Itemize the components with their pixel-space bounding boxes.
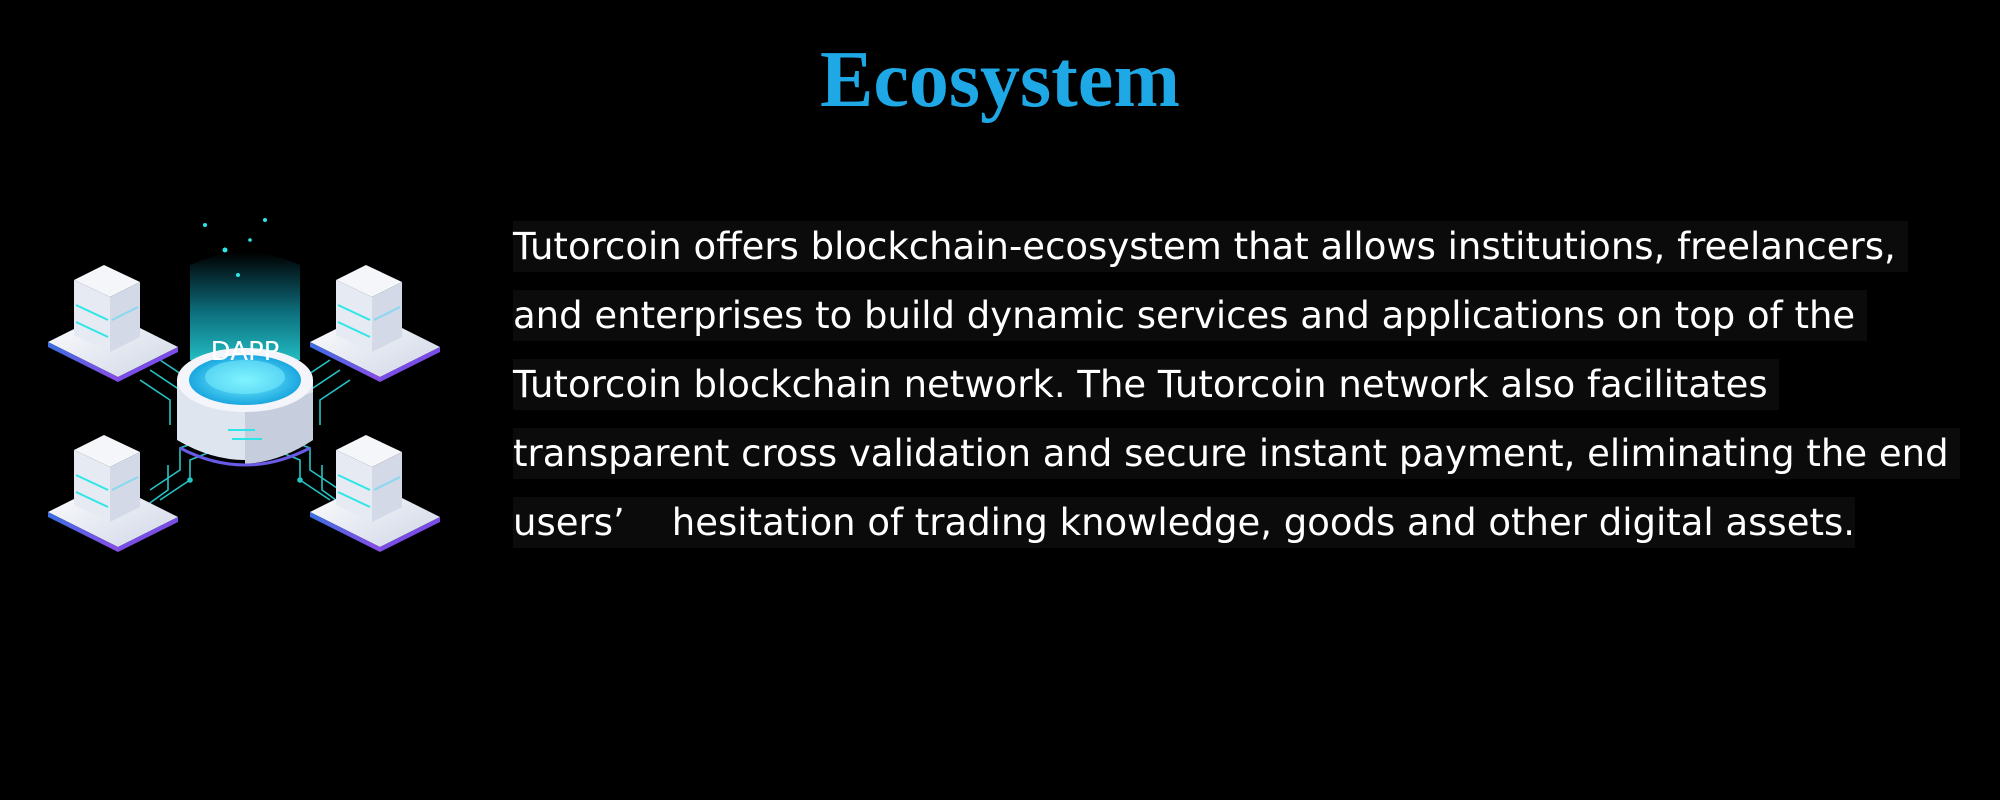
ecosystem-description-text: Tutorcoin offers blockchain-ecosystem th…	[513, 221, 1961, 548]
dapp-label: DAPP	[211, 337, 280, 367]
page-title: Ecosystem	[820, 36, 1180, 124]
server-node-top-left	[48, 265, 178, 382]
server-node-bottom-left	[48, 435, 178, 552]
dapp-illustration: DAPP	[40, 210, 450, 580]
dapp-network-icon: DAPP	[48, 218, 440, 552]
server-node-bottom-right	[310, 435, 440, 552]
server-node-top-right	[310, 265, 440, 382]
dapp-hub: DAPP	[177, 218, 313, 467]
ecosystem-description: Tutorcoin offers blockchain-ecosystem th…	[513, 212, 1961, 557]
